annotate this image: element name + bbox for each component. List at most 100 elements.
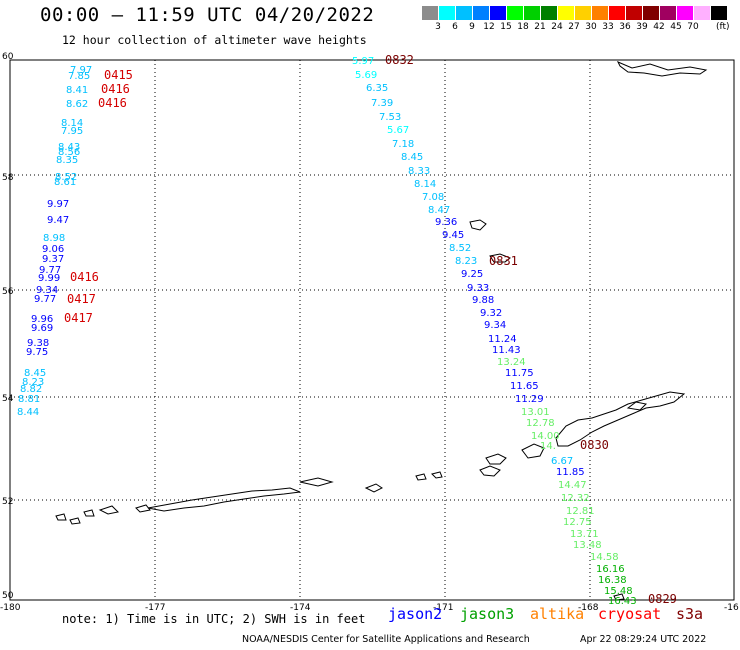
legend-label: 45 xyxy=(670,22,682,32)
wave-height-value: 8.62 xyxy=(66,99,88,110)
legend-label: 27 xyxy=(568,22,580,32)
legend-label: 18 xyxy=(517,22,529,32)
wave-height-value: 7.97 xyxy=(70,65,92,76)
wave-height-value: 14.58 xyxy=(590,552,619,563)
wave-height-value: 9.99 xyxy=(38,273,60,284)
graticule xyxy=(10,60,734,600)
wave-height-value: 8.61 xyxy=(54,177,76,188)
wave-height-value: 8.52 xyxy=(449,243,471,254)
wave-height-value: 16.38 xyxy=(598,575,627,586)
time-label: 0829 xyxy=(648,592,677,606)
legend-swatch xyxy=(473,6,489,20)
map-subtitle: 12 hour collection of altimeter wave hei… xyxy=(62,33,367,47)
wave-height-value: 7.95 xyxy=(61,126,83,137)
wave-height-value: 11.85 xyxy=(556,467,585,478)
time-label: 0417 xyxy=(67,292,96,306)
legend-swatch xyxy=(677,6,693,20)
wave-height-value: 8.35 xyxy=(56,155,78,166)
wave-height-value: 8.23 xyxy=(22,377,44,388)
wave-height-value: 9.06 xyxy=(42,244,64,255)
wave-height-value: 9.88 xyxy=(472,295,494,306)
wave-height-value: 11.43 xyxy=(492,345,521,356)
legend-label: 12 xyxy=(483,22,495,32)
wave-height-value: 11.65 xyxy=(510,381,539,392)
legend-label: 21 xyxy=(534,22,546,32)
wave-height-value: 5.97 xyxy=(352,56,374,67)
legend-swatch xyxy=(626,6,642,20)
wave-height-value: 8.44 xyxy=(17,407,39,418)
wave-height-value: 12.78 xyxy=(526,418,555,429)
lat-tick: 52 xyxy=(2,497,13,507)
wave-height-value: 9.77 xyxy=(34,294,56,305)
legend-label: 3 xyxy=(435,22,441,32)
legend-swatch xyxy=(541,6,557,20)
legend-label: 24 xyxy=(551,22,563,32)
wave-height-value: 13.01 xyxy=(521,407,550,418)
wave-height-value: 9.32 xyxy=(480,308,502,319)
wave-height-value: 9.25 xyxy=(461,269,483,280)
legend-swatch xyxy=(609,6,625,20)
satellite-label-altika: altika xyxy=(530,605,585,623)
wave-height-value: 8.56 xyxy=(58,147,80,158)
wave-height-value: 9.34 xyxy=(484,320,506,331)
legend-label: 70 xyxy=(687,22,699,32)
map-title: 00:00 – 11:59 UTC 04/20/2022 xyxy=(40,4,375,26)
wave-height-value: 8.52 xyxy=(55,172,77,183)
legend-label: 33 xyxy=(602,22,614,32)
wave-height-value: 8.47 xyxy=(428,205,450,216)
legend-swatch xyxy=(711,6,727,20)
west-track-values: 7.977.85 8.41 8.62 8.147.95 8.438.568.35 8.52… xyxy=(17,65,92,418)
legend-swatch xyxy=(660,6,676,20)
wave-height-value: 14. xyxy=(540,441,556,452)
time-label: 0830 xyxy=(580,438,609,452)
wave-height-value: 6.67 xyxy=(551,456,573,467)
wave-height-value: 12.32 xyxy=(561,493,590,504)
wave-height-value: 9.47 xyxy=(47,215,69,226)
wave-height-value: 9.77 xyxy=(39,265,61,276)
wave-height-value: 8.23 xyxy=(455,256,477,267)
wave-height-value: 9.75 xyxy=(26,347,48,358)
lat-tick: 54 xyxy=(2,394,14,404)
wave-height-value: 15.48 xyxy=(604,586,633,597)
wave-height-value: 11.29 xyxy=(515,394,544,405)
lat-tick: 50 xyxy=(2,591,14,601)
time-label: 0416 xyxy=(98,96,127,110)
wave-height-value: 9.97 xyxy=(47,199,69,210)
time-label: 0416 xyxy=(101,82,130,96)
wave-height-value: 8.41 xyxy=(66,85,88,96)
wave-height-value: 9.69 xyxy=(31,323,53,334)
wave-height-value: 16.16 xyxy=(596,564,625,575)
satellite-label-jason2: jason2 xyxy=(388,605,443,623)
wave-height-value: 8.33 xyxy=(408,166,430,177)
wave-height-value: 14.47 xyxy=(558,480,587,491)
lat-tick: 58 xyxy=(2,173,14,183)
wave-height-value: 8.98 xyxy=(43,233,65,244)
wave-height-value: 9.96 xyxy=(31,314,53,325)
wave-height-value: 9.38 xyxy=(27,338,49,349)
wave-height-value: 8.14 xyxy=(61,118,83,129)
wave-height-value: 8.14 xyxy=(414,179,436,190)
wave-height-value: 6.35 xyxy=(366,83,388,94)
legend-swatch xyxy=(524,6,540,20)
legend-swatch xyxy=(490,6,506,20)
lon-tick: -174 xyxy=(290,603,311,613)
legend-unit: (ft) xyxy=(716,22,730,32)
wave-height-value: 7.08 xyxy=(422,192,444,203)
wave-height-value: 7.18 xyxy=(392,139,414,150)
wave-height-value: 14.00 xyxy=(531,431,560,442)
east-track-values: 5.97 5.69 6.35 7.39 7.53 5.67 7.18 8.45 8.33 8.14… xyxy=(352,56,637,607)
satellite-label-jason3: jason3 xyxy=(460,605,515,623)
legend-swatch xyxy=(592,6,608,20)
wave-height-value: 12.75 xyxy=(563,517,592,528)
legend-swatch xyxy=(422,6,438,20)
wave-height-value: 16.43 xyxy=(608,596,637,607)
wave-height-value: 5.67 xyxy=(387,125,409,136)
time-label: 0417 xyxy=(64,311,93,325)
wave-height-value: 8.81 xyxy=(18,394,40,405)
satellite-label-s3a: s3a xyxy=(676,605,704,623)
wave-height-value: 8.82 xyxy=(20,384,42,395)
wave-height-value: 8.43 xyxy=(58,142,80,153)
legend-label: 42 xyxy=(653,22,665,32)
